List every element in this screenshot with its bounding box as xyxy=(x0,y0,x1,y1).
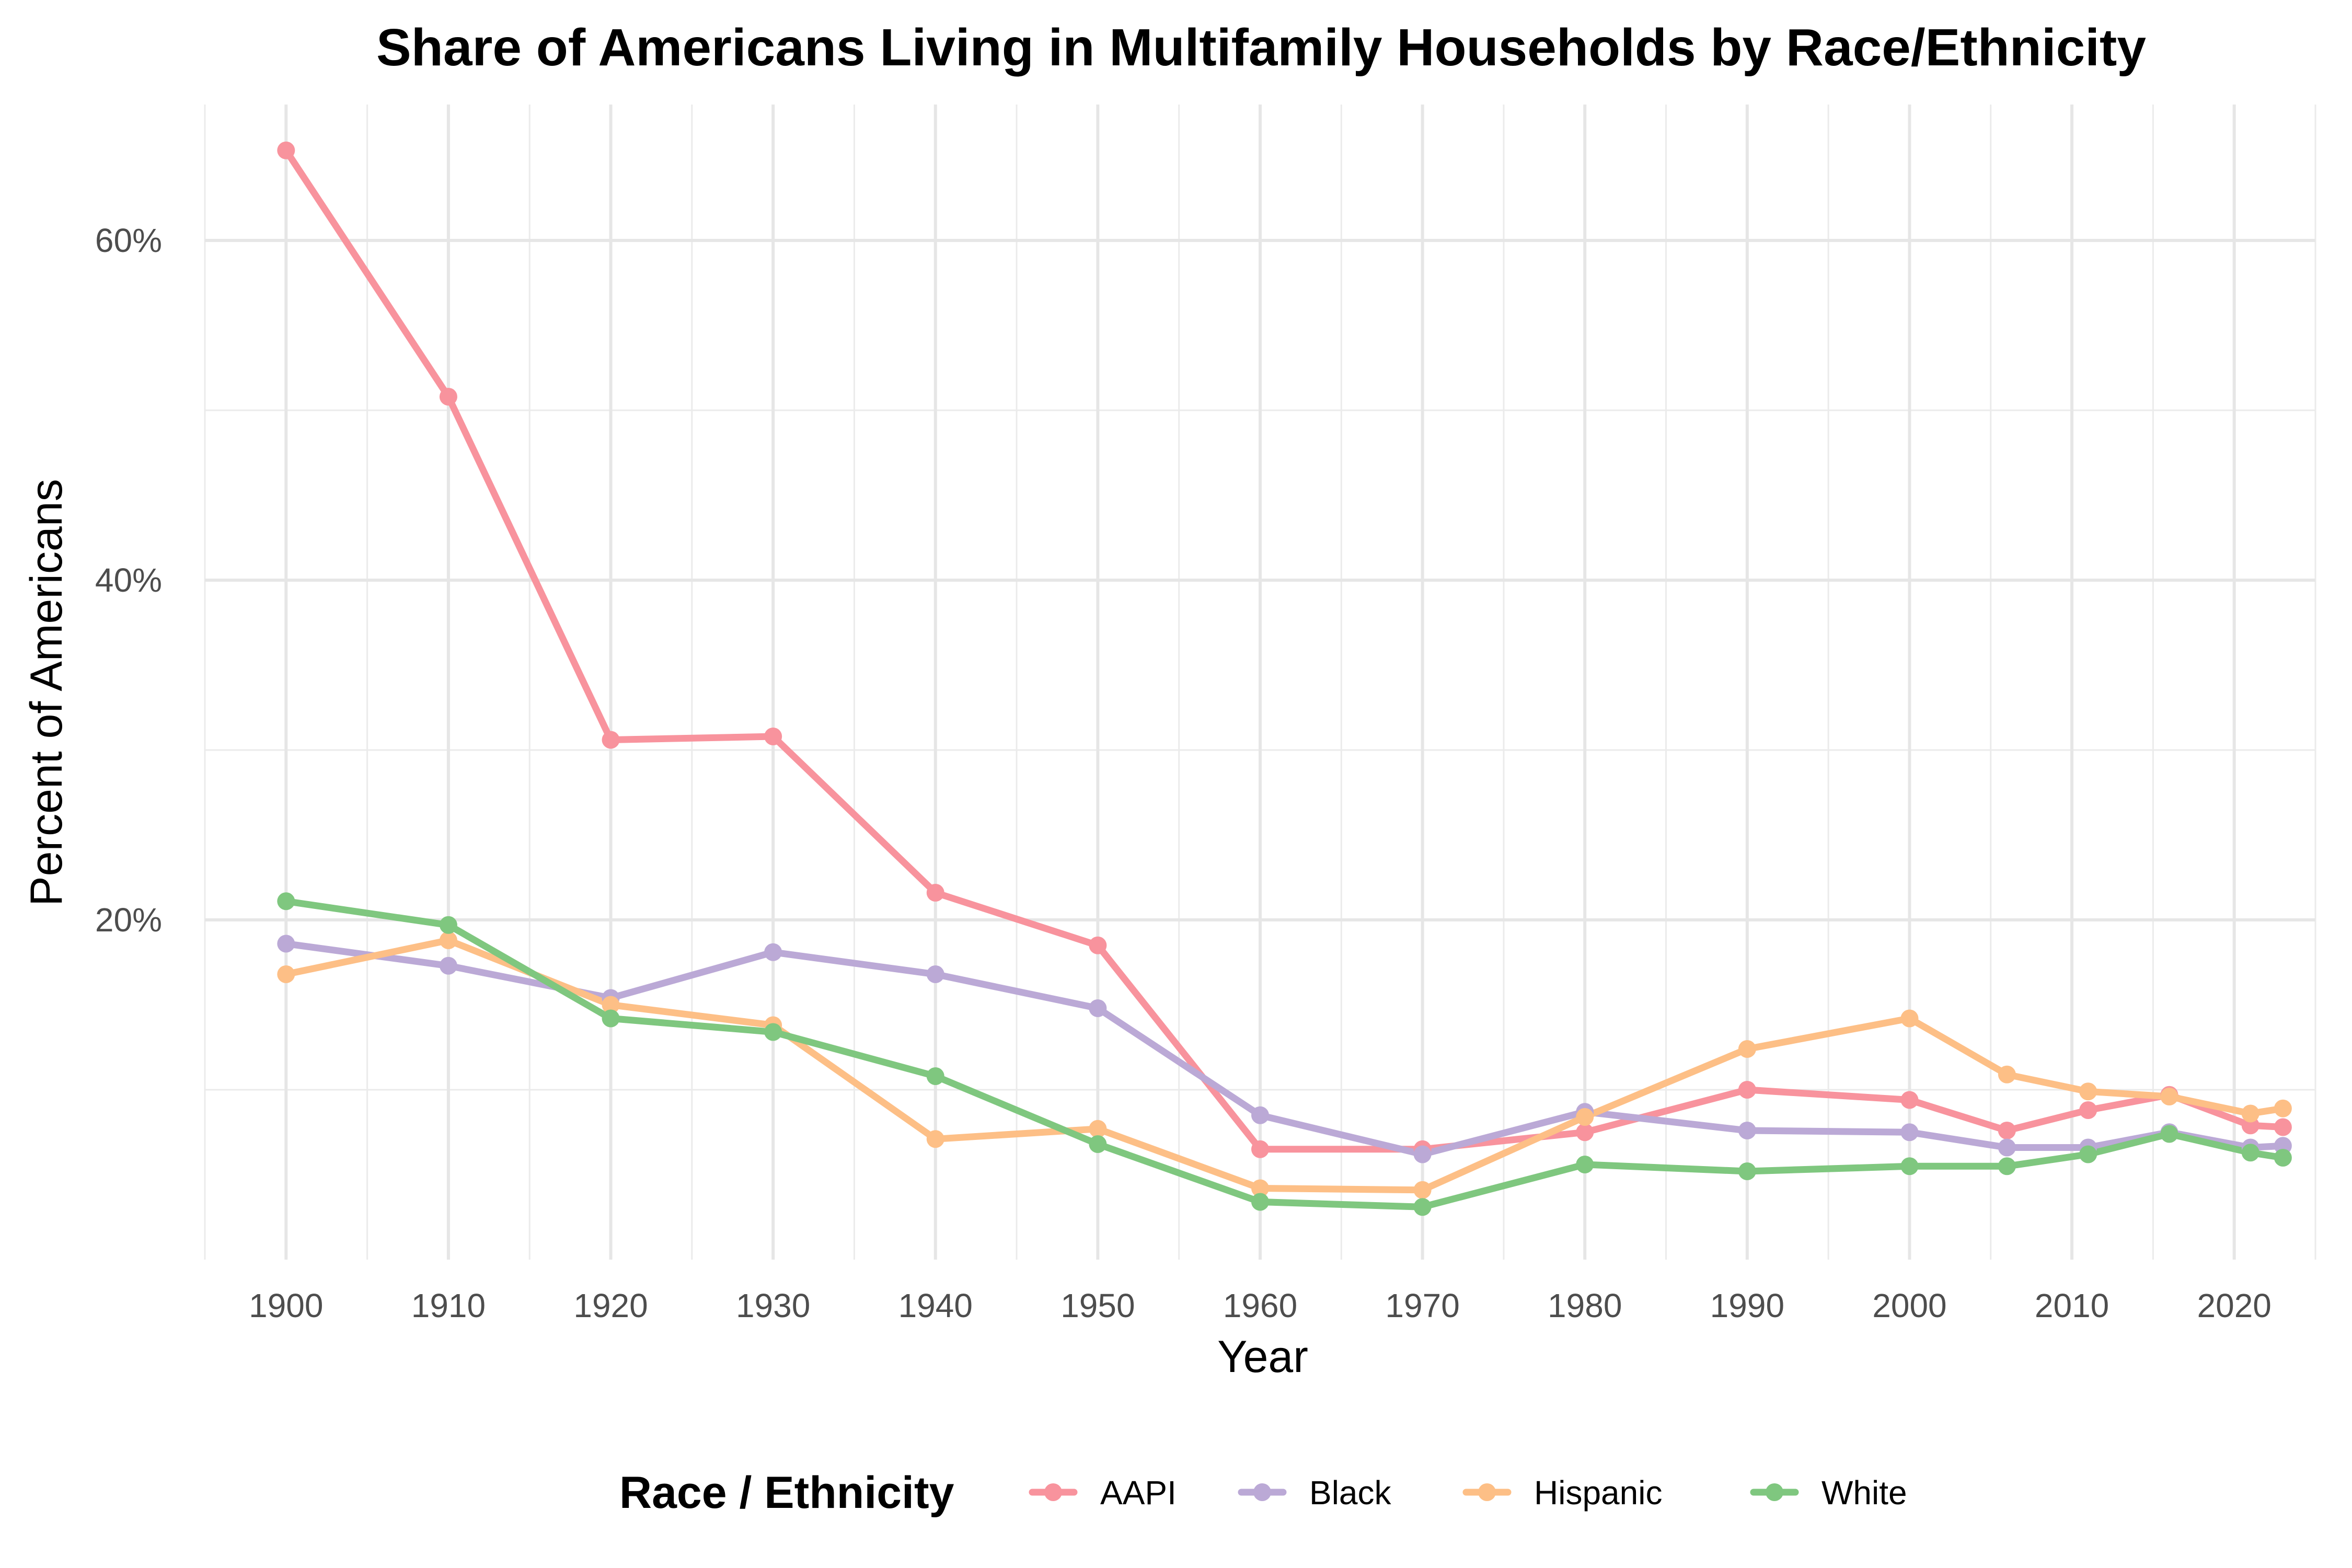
x-tick-label: 1920 xyxy=(573,1287,648,1324)
y-axis-ticks: 20% 40% 60% xyxy=(95,222,162,939)
x-tick-label: 1960 xyxy=(1223,1287,1297,1324)
x-tick-label: 2020 xyxy=(2197,1287,2272,1324)
data-point-black xyxy=(1251,1106,1269,1124)
data-point-aapi xyxy=(1738,1081,1756,1099)
y-tick-label: 60% xyxy=(95,222,162,259)
data-point-white xyxy=(602,1009,620,1028)
legend-key-point-black xyxy=(1253,1483,1271,1501)
x-tick-label: 1940 xyxy=(898,1287,973,1324)
data-point-aapi xyxy=(1251,1140,1269,1158)
x-tick-label: 1980 xyxy=(1548,1287,1622,1324)
data-point-white xyxy=(926,1067,944,1085)
x-axis-ticks: 1900 1910 1920 1930 1940 1950 1960 1970 1980 1990… xyxy=(249,1287,2272,1324)
data-point-white xyxy=(1413,1198,1432,1216)
data-point-hispanic xyxy=(926,1130,944,1148)
data-point-black xyxy=(439,956,457,975)
data-point-hispanic xyxy=(1413,1181,1432,1199)
data-point-black xyxy=(926,965,944,983)
legend: Race / Ethnicity AAPI Black Hispanic White xyxy=(619,1468,1907,1518)
data-point-hispanic xyxy=(277,965,295,983)
x-tick-label: 1910 xyxy=(411,1287,486,1324)
data-point-hispanic xyxy=(1998,1065,2016,1083)
data-point-hispanic xyxy=(1738,1040,1756,1058)
data-point-aapi xyxy=(926,884,944,902)
legend-item-white: White xyxy=(1750,1474,1907,1512)
data-point-hispanic xyxy=(2241,1104,2259,1123)
data-point-white xyxy=(2160,1125,2178,1143)
chart-title: Share of Americans Living in Multifamily… xyxy=(376,18,2146,77)
data-point-hispanic xyxy=(1576,1108,1594,1126)
data-point-aapi xyxy=(602,731,620,749)
data-point-aapi xyxy=(277,141,295,159)
data-point-white xyxy=(2274,1149,2292,1167)
legend-key-point-hispanic xyxy=(1478,1483,1496,1501)
data-point-white xyxy=(1900,1157,1919,1175)
series-line-hispanic xyxy=(282,937,2287,1194)
data-point-white xyxy=(2241,1144,2259,1162)
grid-lines xyxy=(204,105,2316,1260)
x-tick-label: 2000 xyxy=(1872,1287,1946,1324)
data-point-white xyxy=(1089,1135,1107,1153)
data-point-black xyxy=(1998,1138,2016,1157)
data-point-hispanic xyxy=(602,996,620,1014)
legend-label-white: White xyxy=(1821,1474,1907,1512)
x-tick-label: 1930 xyxy=(736,1287,810,1324)
data-point-white xyxy=(1998,1157,2016,1175)
data-point-aapi xyxy=(1900,1091,1919,1109)
data-point-white xyxy=(277,892,295,910)
legend-title: Race / Ethnicity xyxy=(619,1468,954,1518)
x-axis-title: Year xyxy=(1217,1332,1308,1382)
y-axis-title: Percent of Americans xyxy=(21,479,72,906)
data-point-hispanic xyxy=(2274,1099,2292,1117)
data-point-black xyxy=(1413,1145,1432,1163)
x-tick-label: 1950 xyxy=(1060,1287,1135,1324)
data-point-white xyxy=(1738,1162,1756,1180)
data-point-hispanic xyxy=(1089,1120,1107,1138)
legend-item-black: Black xyxy=(1238,1474,1392,1512)
series-points xyxy=(277,141,2292,1216)
legend-label-hispanic: Hispanic xyxy=(1534,1474,1662,1512)
data-point-black xyxy=(277,935,295,953)
data-point-black xyxy=(1089,999,1107,1017)
legend-label-aapi: AAPI xyxy=(1100,1474,1177,1512)
data-point-aapi xyxy=(1089,936,1107,954)
data-point-white xyxy=(1576,1156,1594,1173)
data-point-white xyxy=(439,916,457,934)
data-point-hispanic xyxy=(2079,1082,2097,1101)
data-point-hispanic xyxy=(2160,1088,2178,1105)
data-point-black xyxy=(1900,1123,1919,1142)
data-point-black xyxy=(1738,1122,1756,1139)
data-point-white xyxy=(1251,1193,1269,1211)
legend-item-aapi: AAPI xyxy=(1029,1474,1177,1512)
series-line-white xyxy=(282,897,2287,1210)
series-lines xyxy=(282,147,2287,1210)
x-tick-label: 2010 xyxy=(2035,1287,2109,1324)
series-line-aapi xyxy=(282,147,2287,1153)
y-tick-label: 40% xyxy=(95,561,162,599)
legend-key-point-aapi xyxy=(1044,1483,1062,1501)
y-tick-label: 20% xyxy=(95,901,162,939)
data-point-white xyxy=(764,1023,782,1041)
data-point-aapi xyxy=(764,728,782,745)
data-point-hispanic xyxy=(1900,1009,1919,1028)
legend-key-point-white xyxy=(1766,1483,1783,1501)
data-point-aapi xyxy=(2079,1101,2097,1119)
x-tick-label: 1970 xyxy=(1385,1287,1459,1324)
legend-label-black: Black xyxy=(1309,1474,1392,1512)
data-point-black xyxy=(764,943,782,961)
data-point-aapi xyxy=(1998,1122,2016,1139)
x-tick-label: 1990 xyxy=(1710,1287,1784,1324)
data-point-aapi xyxy=(439,388,457,406)
legend-items: AAPI Black Hispanic White xyxy=(1029,1474,1907,1512)
x-tick-label: 1900 xyxy=(249,1287,323,1324)
legend-item-hispanic: Hispanic xyxy=(1462,1474,1662,1512)
data-point-white xyxy=(2079,1145,2097,1163)
data-point-hispanic xyxy=(1251,1179,1269,1197)
data-point-hispanic xyxy=(439,931,457,949)
series-line-black xyxy=(282,940,2287,1158)
data-point-aapi xyxy=(2274,1118,2292,1136)
data-point-aapi xyxy=(1576,1123,1594,1142)
